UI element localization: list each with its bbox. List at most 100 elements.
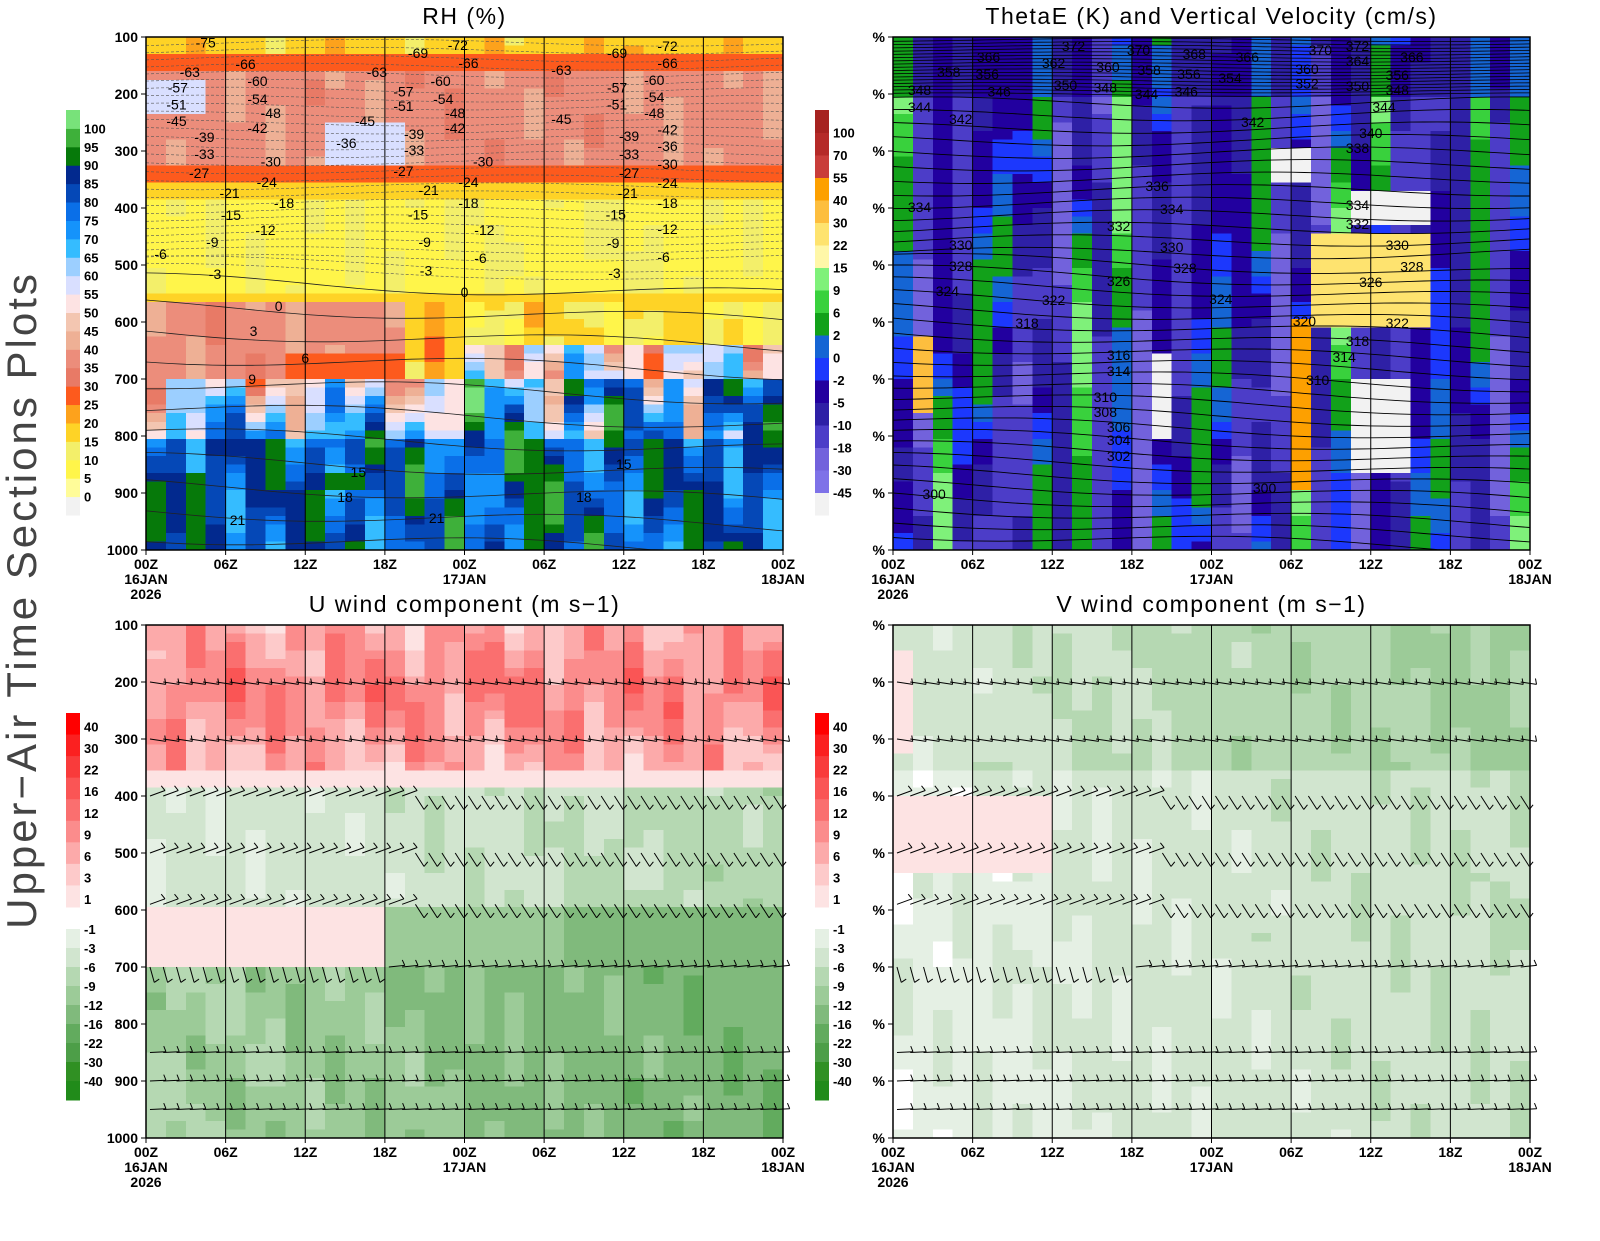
field-cell [1052, 464, 1073, 474]
field-cell [245, 447, 267, 457]
field-cell [345, 736, 366, 746]
field-cell [1111, 267, 1133, 277]
field-cell [1211, 259, 1233, 269]
field-cell [1390, 276, 1412, 286]
field-cell [424, 684, 446, 694]
field-cell [564, 302, 585, 312]
field-cell [245, 1095, 267, 1105]
field-cell [763, 524, 784, 534]
field-cell [245, 701, 267, 712]
field-cell [1291, 490, 1312, 500]
field-cell [146, 45, 167, 55]
field-cell [146, 481, 167, 491]
field-cell [484, 667, 505, 677]
field-cell [424, 787, 446, 797]
field-cell [1231, 481, 1252, 491]
field-cell [1410, 524, 1432, 534]
field-cell [623, 208, 645, 218]
field-cell [992, 455, 1014, 466]
field-cell [325, 62, 346, 72]
field-cell [1330, 524, 1352, 534]
field-cell [952, 455, 974, 466]
field-cell [1111, 208, 1133, 218]
field-cell [1151, 139, 1173, 149]
field-cell [305, 430, 326, 440]
field-cell [743, 96, 764, 106]
field-cell [1231, 165, 1252, 175]
field-cell [1490, 515, 1511, 525]
field-cell [1330, 190, 1352, 201]
field-cell [1092, 430, 1113, 440]
field-cell [1311, 396, 1332, 406]
field-cell [146, 907, 167, 917]
field-cell [1370, 131, 1392, 141]
field-cell [384, 259, 406, 269]
field-cell [384, 625, 406, 635]
field-cell [185, 701, 207, 712]
field-cell [345, 71, 366, 81]
field-cell [384, 302, 406, 312]
field-cell [1430, 541, 1451, 551]
field-cell [404, 327, 426, 337]
field-cell [404, 1001, 426, 1011]
field-cell [364, 139, 386, 149]
field-cell [1111, 113, 1133, 124]
field-cell [464, 701, 486, 712]
field-cell [663, 507, 685, 517]
field-cell [623, 438, 645, 448]
field-cell [1191, 387, 1213, 397]
field-cell [1271, 473, 1292, 483]
field-cell [265, 813, 286, 823]
field-cell [225, 872, 247, 883]
field-cell [544, 498, 565, 508]
field-cell [265, 276, 286, 286]
field-cell [1151, 438, 1173, 448]
field-cell [146, 1078, 167, 1088]
field-cell [484, 173, 505, 183]
field-cell [1490, 490, 1511, 500]
field-cell [683, 182, 704, 192]
field-cell [265, 847, 286, 857]
field-cell [972, 447, 994, 457]
field-cell [524, 96, 545, 106]
field-cell [524, 284, 545, 295]
field-cell [1410, 165, 1432, 175]
field-cell [245, 770, 267, 780]
field-cell [225, 387, 247, 397]
field-cell [1510, 208, 1531, 218]
field-cell [1390, 455, 1412, 466]
field-cell [1211, 541, 1233, 551]
field-cell [663, 190, 685, 201]
field-cell [384, 736, 406, 746]
field-cell [893, 233, 914, 243]
field-cell [444, 327, 466, 337]
field-cell [723, 541, 744, 551]
field-cell [444, 387, 466, 397]
field-cell [623, 45, 645, 55]
field-cell [185, 421, 207, 431]
field-cell [663, 387, 685, 397]
field-cell [404, 1009, 426, 1019]
field-cell [912, 438, 934, 448]
field-cell [1450, 139, 1471, 149]
field-cell [305, 267, 326, 277]
field-cell [464, 753, 486, 763]
field-cell [205, 684, 227, 694]
field-cell [265, 54, 286, 64]
field-cell [1012, 361, 1033, 372]
field-cell [1311, 225, 1332, 235]
field-cell [932, 79, 954, 89]
field-cell [893, 532, 914, 543]
field-cell [1191, 45, 1213, 55]
field-cell [444, 855, 466, 865]
field-cell [932, 54, 954, 64]
field-cell [225, 267, 247, 277]
field-cell [1291, 259, 1312, 269]
field-cell [484, 710, 505, 720]
field-cell [285, 276, 306, 286]
field-cell [205, 131, 227, 141]
field-cell [364, 199, 386, 209]
field-cell [932, 293, 954, 303]
field-cell [205, 821, 227, 831]
field-cell [1111, 148, 1133, 158]
